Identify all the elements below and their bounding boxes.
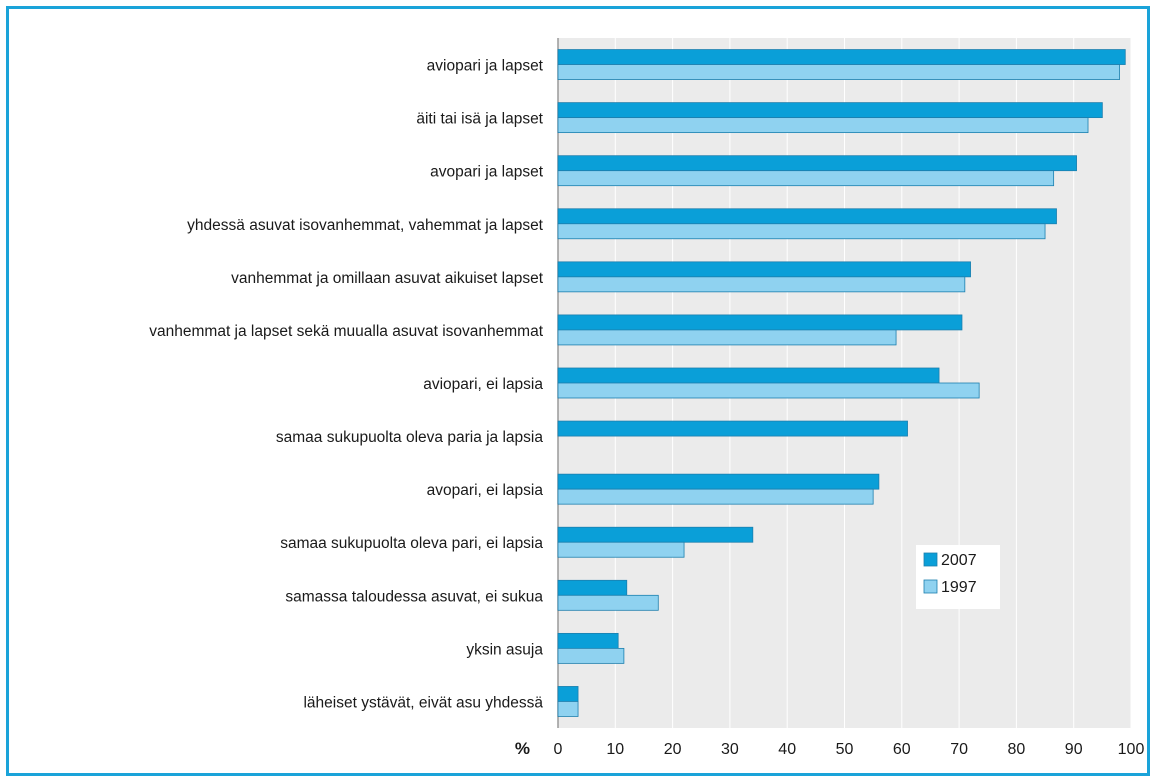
category-label: samaa sukupuolta oleva paria ja lapsia bbox=[276, 429, 543, 446]
x-tick-labels: 0 10 20 30 40 50 60 70 80 90 100 bbox=[554, 741, 1145, 758]
bar-2007-5 bbox=[557, 314, 963, 331]
category-labels: aviopari ja lapset äiti tai isä ja lapset… bbox=[149, 58, 543, 712]
bar-1997-2 bbox=[557, 170, 1055, 187]
bar-1997-0 bbox=[557, 64, 1120, 80]
category-label: aviopari ja lapset bbox=[427, 58, 544, 75]
category-label: äiti tai isä ja lapset bbox=[416, 111, 543, 128]
category-label: samassa taloudessa asuvat, ei sukua bbox=[285, 588, 543, 605]
bar-1997-12 bbox=[557, 701, 579, 717]
category-label: yhdessä asuvat isovanhemmat, vahemmat ja… bbox=[187, 217, 544, 234]
x-tick-label: 10 bbox=[606, 741, 624, 758]
bar-2007-4 bbox=[557, 261, 971, 278]
legend: 2007 1997 bbox=[916, 545, 1000, 609]
bar-1997-6 bbox=[557, 382, 980, 399]
x-axis-label: % bbox=[515, 739, 530, 758]
bar-1997-1 bbox=[557, 117, 1089, 134]
grid-lines bbox=[557, 38, 1132, 728]
bar-2007-11 bbox=[557, 632, 619, 649]
category-label: vanhemmat ja lapset sekä muualla asuvat … bbox=[149, 323, 543, 340]
legend-swatch-1997 bbox=[923, 579, 938, 594]
legend-label-1997: 1997 bbox=[941, 579, 977, 596]
category-label: läheiset ystävät, eivät asu yhdessä bbox=[303, 694, 543, 711]
category-label: avopari ja lapset bbox=[430, 164, 544, 181]
bar-2007-10 bbox=[557, 579, 628, 596]
bar-1997-10 bbox=[557, 594, 659, 611]
x-tick-label: 70 bbox=[950, 741, 968, 758]
category-label: avopari, ei lapsia bbox=[427, 482, 544, 499]
bar-2007-1 bbox=[557, 102, 1103, 119]
bar-2007-3 bbox=[557, 208, 1057, 225]
bar-1997-9 bbox=[557, 541, 685, 558]
x-tick-label: 80 bbox=[1008, 741, 1026, 758]
legend-swatch-2007 bbox=[923, 552, 938, 567]
bar-2007-0 bbox=[557, 49, 1126, 65]
x-tick-label: 90 bbox=[1065, 741, 1083, 758]
bar-2007-12 bbox=[557, 686, 579, 702]
x-tick-label: 0 bbox=[554, 741, 563, 758]
x-tick-label: 30 bbox=[721, 741, 739, 758]
bar-2007-2 bbox=[557, 155, 1077, 172]
category-label: yksin asuja bbox=[466, 641, 543, 658]
bar-1997-4 bbox=[557, 276, 966, 293]
x-tick-label: 20 bbox=[664, 741, 682, 758]
bar-2007-7 bbox=[557, 420, 908, 437]
x-tick-label: 50 bbox=[836, 741, 854, 758]
category-label: aviopari, ei lapsia bbox=[423, 376, 543, 393]
bar-1997-8 bbox=[557, 488, 874, 505]
x-tick-label: 40 bbox=[778, 741, 796, 758]
bar-1997-3 bbox=[557, 223, 1046, 240]
bar-1997-11 bbox=[557, 647, 625, 664]
bar-2007-8 bbox=[557, 473, 880, 490]
legend-label-2007: 2007 bbox=[941, 552, 977, 569]
category-label: samaa sukupuolta oleva pari, ei lapsia bbox=[280, 535, 543, 552]
bar-2007-6 bbox=[557, 367, 940, 384]
x-tick-label: 100 bbox=[1118, 741, 1145, 758]
bars bbox=[557, 49, 1126, 717]
x-tick-label: 60 bbox=[893, 741, 911, 758]
category-label: vanhemmat ja omillaan asuvat aikuiset la… bbox=[231, 270, 544, 287]
bar-1997-5 bbox=[557, 329, 897, 346]
bar-2007-9 bbox=[557, 526, 754, 543]
